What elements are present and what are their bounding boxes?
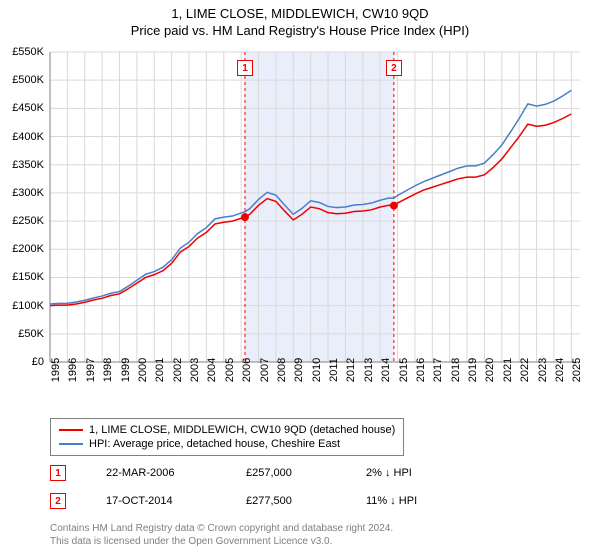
x-tick-label: 2003 — [189, 358, 201, 382]
sale-price: £257,000 — [246, 467, 326, 479]
x-tick-label: 2005 — [224, 358, 236, 382]
legend-label: 1, LIME CLOSE, MIDDLEWICH, CW10 9QD (det… — [89, 424, 395, 436]
x-tick-label: 2020 — [484, 358, 496, 382]
x-tick-label: 2019 — [467, 358, 479, 382]
footer-line-1: Contains HM Land Registry data © Crown c… — [50, 522, 393, 535]
legend-item: HPI: Average price, detached house, Ches… — [59, 437, 395, 451]
legend: 1, LIME CLOSE, MIDDLEWICH, CW10 9QD (det… — [50, 418, 404, 456]
sale-marker-badge: 1 — [237, 60, 253, 76]
y-tick-label: £100K — [0, 300, 44, 312]
y-tick-label: £350K — [0, 159, 44, 171]
sale-row-badge: 2 — [50, 493, 66, 509]
x-tick-label: 2016 — [415, 358, 427, 382]
x-tick-label: 2002 — [172, 358, 184, 382]
y-tick-label: £300K — [0, 187, 44, 199]
sale-date: 17-OCT-2014 — [106, 495, 206, 507]
x-tick-label: 2018 — [450, 358, 462, 382]
x-tick-label: 2011 — [328, 358, 340, 382]
chart-title: 1, LIME CLOSE, MIDDLEWICH, CW10 9QD — [0, 0, 600, 21]
sale-delta: 2% ↓ HPI — [366, 467, 412, 479]
y-tick-label: £0 — [0, 356, 44, 368]
sale-price: £277,500 — [246, 495, 326, 507]
x-tick-label: 1998 — [102, 358, 114, 382]
x-tick-label: 2008 — [276, 358, 288, 382]
x-tick-label: 1999 — [120, 358, 132, 382]
sale-date: 22-MAR-2006 — [106, 467, 206, 479]
y-tick-label: £550K — [0, 46, 44, 58]
x-tick-label: 2001 — [154, 358, 166, 382]
x-tick-label: 2000 — [137, 358, 149, 382]
sale-delta: 11% ↓ HPI — [366, 495, 417, 507]
sale-row: 2 17-OCT-2014 £277,500 11% ↓ HPI — [50, 493, 417, 509]
x-tick-label: 2023 — [537, 358, 549, 382]
sale-row: 1 22-MAR-2006 £257,000 2% ↓ HPI — [50, 465, 412, 481]
y-tick-label: £400K — [0, 131, 44, 143]
sale-marker-badge: 2 — [386, 60, 402, 76]
x-tick-label: 2021 — [502, 358, 514, 382]
footer-attribution: Contains HM Land Registry data © Crown c… — [50, 522, 393, 548]
sale-row-badge: 1 — [50, 465, 66, 481]
legend-item: 1, LIME CLOSE, MIDDLEWICH, CW10 9QD (det… — [59, 423, 395, 437]
y-tick-label: £250K — [0, 215, 44, 227]
x-tick-label: 2004 — [206, 358, 218, 382]
y-tick-label: £50K — [0, 328, 44, 340]
footer-line-2: This data is licensed under the Open Gov… — [50, 535, 393, 548]
x-tick-label: 2015 — [398, 358, 410, 382]
x-tick-label: 2006 — [241, 358, 253, 382]
legend-swatch — [59, 443, 83, 445]
x-tick-label: 2013 — [363, 358, 375, 382]
x-tick-label: 2017 — [432, 358, 444, 382]
x-tick-label: 1997 — [85, 358, 97, 382]
line-chart — [50, 52, 580, 362]
y-tick-label: £150K — [0, 271, 44, 283]
x-tick-label: 2010 — [311, 358, 323, 382]
x-tick-label: 2025 — [571, 358, 583, 382]
x-tick-label: 2012 — [345, 358, 357, 382]
x-tick-label: 1996 — [67, 358, 79, 382]
x-tick-label: 2009 — [293, 358, 305, 382]
y-tick-label: £200K — [0, 243, 44, 255]
x-tick-label: 2024 — [554, 358, 566, 382]
y-tick-label: £450K — [0, 102, 44, 114]
x-tick-label: 1995 — [50, 358, 62, 382]
y-tick-label: £500K — [0, 74, 44, 86]
x-tick-label: 2014 — [380, 358, 392, 382]
legend-swatch — [59, 429, 83, 431]
x-tick-label: 2007 — [259, 358, 271, 382]
legend-label: HPI: Average price, detached house, Ches… — [89, 438, 340, 450]
x-tick-label: 2022 — [519, 358, 531, 382]
chart-subtitle: Price paid vs. HM Land Registry's House … — [0, 21, 600, 42]
